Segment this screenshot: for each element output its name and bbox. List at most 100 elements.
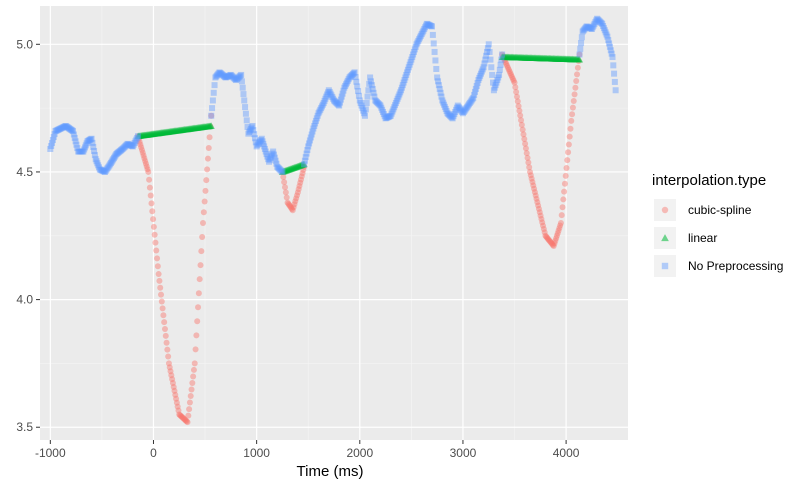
data-point (332, 99, 339, 106)
legend-label: No Preprocessing (688, 259, 783, 273)
data-point (533, 195, 540, 202)
data-point (73, 141, 80, 148)
data-point (118, 146, 125, 153)
data-point (303, 150, 310, 157)
data-point (161, 326, 168, 333)
data-point (107, 160, 114, 167)
data-point (95, 162, 102, 169)
data-point (122, 143, 129, 150)
data-point (230, 74, 237, 81)
data-point (55, 126, 62, 133)
data-point (373, 98, 380, 105)
data-point (261, 143, 268, 150)
data-point (496, 66, 503, 73)
data-point (59, 124, 66, 131)
data-point (427, 22, 434, 29)
data-point (277, 167, 284, 174)
data-point (569, 104, 576, 111)
data-point (200, 209, 207, 216)
data-point (594, 16, 601, 23)
data-point (490, 87, 497, 94)
data-point (69, 127, 76, 134)
data-point (410, 48, 417, 55)
data-point (128, 142, 135, 149)
data-point (377, 102, 384, 109)
data-point (319, 101, 326, 108)
data-point (350, 70, 357, 77)
data-point (185, 412, 192, 419)
data-point (416, 34, 423, 41)
data-point (242, 104, 249, 111)
data-point (81, 144, 88, 151)
data-point (530, 182, 537, 189)
data-point (549, 240, 556, 247)
data-point (563, 165, 570, 172)
data-point (349, 71, 356, 78)
legend-key-square (661, 262, 669, 270)
data-point (493, 79, 500, 86)
data-point (270, 148, 277, 155)
data-point (209, 105, 216, 112)
data-point (164, 346, 171, 353)
data-point (70, 128, 77, 135)
data-point (351, 69, 358, 76)
data-point (504, 64, 511, 71)
data-point (296, 182, 303, 189)
data-point (557, 222, 564, 229)
data-point (328, 92, 335, 99)
data-point (443, 108, 450, 115)
data-point (491, 84, 498, 91)
data-point (392, 102, 399, 109)
data-point (321, 97, 328, 104)
data-point (224, 73, 231, 80)
data-point (180, 415, 187, 422)
data-point (511, 79, 518, 86)
data-point (532, 192, 539, 199)
data-point (346, 74, 353, 81)
data-point (294, 192, 301, 199)
data-point (285, 200, 292, 207)
data-point (331, 98, 338, 105)
data-point (114, 150, 121, 157)
data-point (166, 364, 173, 371)
data-point (519, 126, 526, 133)
data-point (380, 111, 387, 118)
data-point (112, 152, 119, 159)
data-point (49, 137, 56, 144)
data-point (147, 192, 154, 199)
data-point (276, 166, 283, 173)
data-point (337, 96, 344, 103)
data-point (223, 74, 230, 81)
data-point (584, 23, 591, 30)
data-point (454, 102, 461, 109)
data-point (384, 114, 391, 121)
data-point (360, 107, 367, 114)
data-point (58, 125, 65, 132)
legend-key-background (654, 255, 676, 277)
data-point (105, 163, 112, 170)
data-point (600, 25, 607, 32)
data-point (388, 110, 395, 117)
data-point (544, 235, 551, 242)
data-point (234, 75, 241, 82)
data-point (572, 84, 579, 91)
data-point (269, 150, 276, 157)
data-point (355, 88, 362, 95)
data-point (474, 80, 481, 87)
data-point (502, 58, 509, 65)
data-point (229, 73, 236, 80)
data-point (266, 158, 273, 165)
data-point (153, 247, 160, 254)
data-point (424, 21, 431, 28)
data-point (560, 196, 567, 203)
data-point (253, 143, 260, 150)
x-axis: -1000 0 1000 2000 3000 4000 (35, 440, 580, 460)
data-point (76, 148, 83, 155)
data-point (81, 146, 88, 153)
data-point (247, 126, 254, 133)
data-point (465, 102, 472, 109)
data-point (78, 148, 85, 155)
data-point (279, 168, 286, 175)
data-point (428, 22, 435, 29)
data-point (574, 71, 581, 78)
